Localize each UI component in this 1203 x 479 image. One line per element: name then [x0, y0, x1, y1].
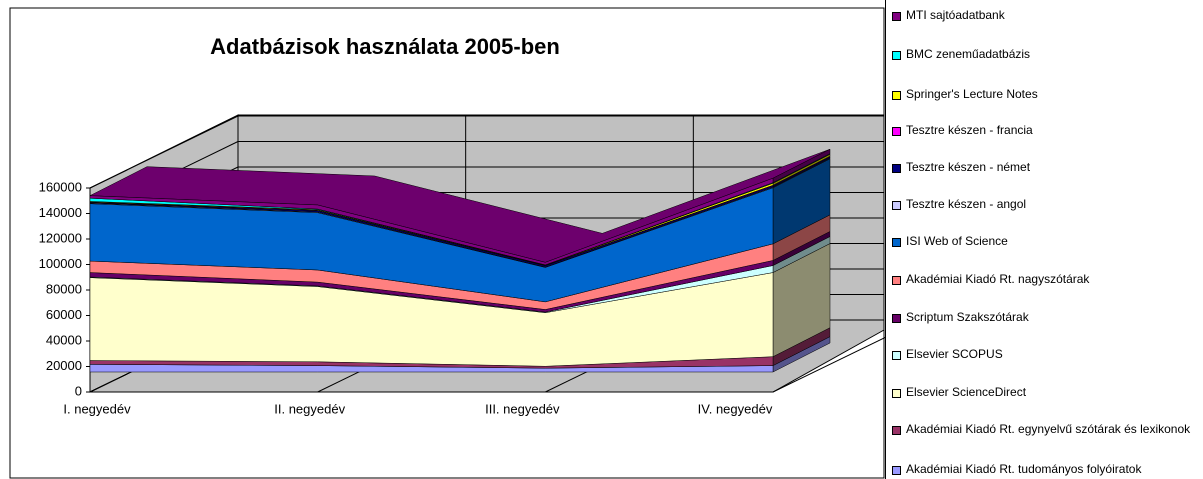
chart: Adatbázisok használata 2005-ben 0 20000 40… — [9, 7, 885, 479]
x-tick-label: III. negyedév — [485, 401, 560, 416]
y-tick-label: 160000 — [39, 179, 82, 194]
y-tick-label: 20000 — [46, 358, 82, 373]
y-tick-label: 60000 — [46, 307, 82, 322]
legend-label: Tesztre készen - német — [906, 160, 1031, 174]
legend-label: Scriptum Szakszótárak — [906, 310, 1029, 324]
x-tick-label: I. negyedév — [63, 401, 131, 416]
legend-label: MTI sajtóadatbank — [906, 8, 1005, 22]
legend-item: ISI Web of Science — [892, 234, 1202, 249]
legend-swatch — [892, 127, 901, 136]
legend: MTI sajtóadatbank BMC zeneműadatbázis Spri… — [885, 0, 1203, 479]
grid-line — [89, 115, 239, 189]
y-tick-label: 140000 — [39, 205, 82, 220]
legend-label: Akadémiai Kiadó Rt. egynyelvű szótárak é… — [906, 422, 1191, 436]
x-tick-label: II. negyedév — [274, 401, 345, 416]
legend-item: Tesztre készen - francia — [892, 123, 1202, 138]
legend-item: Akadémiai Kiadó Rt. nagyszótárak — [892, 272, 1202, 287]
legend-label: Akadémiai Kiadó Rt. tudományos folyóirat… — [906, 462, 1142, 476]
area — [89, 177, 774, 266]
legend-item: Akadémiai Kiadó Rt. egynyelvű szótárak é… — [892, 422, 1202, 437]
y-tick-label: 40000 — [46, 332, 82, 347]
legend-swatch — [892, 201, 901, 210]
legend-swatch — [892, 91, 901, 100]
legend-item: BMC zeneműadatbázis — [892, 47, 1202, 62]
legend-label: Elsevier SCOPUS — [906, 347, 1003, 361]
legend-swatch — [892, 426, 901, 435]
legend-item: MTI sajtóadatbank — [892, 8, 1202, 23]
y-tick-label: 80000 — [46, 281, 82, 296]
legend-item: Scriptum Szakszótárak — [892, 310, 1202, 325]
legend-swatch — [892, 12, 901, 21]
legend-item: Springer's Lecture Notes — [892, 87, 1202, 102]
legend-item: Elsevier SCOPUS — [892, 347, 1202, 362]
legend-label: Tesztre készen - angol — [906, 197, 1027, 211]
legend-swatch — [892, 314, 901, 323]
legend-item: Akadémiai Kiadó Rt. tudományos folyóirat… — [892, 462, 1202, 477]
legend-swatch — [892, 164, 901, 173]
legend-swatch — [892, 351, 901, 360]
chart-title: Adatbázisok használata 2005-ben — [210, 34, 560, 59]
legend-label: Springer's Lecture Notes — [906, 87, 1038, 101]
legend-swatch — [892, 238, 901, 247]
y-tick-label: 120000 — [39, 230, 82, 245]
legend-label: ISI Web of Science — [906, 234, 1008, 248]
legend-item: Tesztre készen - német — [892, 160, 1202, 175]
legend-swatch — [892, 51, 901, 60]
legend-label: Akadémiai Kiadó Rt. nagyszótárak — [906, 272, 1090, 286]
x-tick-label: IV. negyedév — [698, 401, 773, 416]
legend-item: Tesztre készen - angol — [892, 197, 1202, 212]
legend-item: Elsevier ScienceDirect — [892, 385, 1202, 400]
legend-swatch — [892, 389, 901, 398]
legend-label: Tesztre készen - francia — [906, 123, 1033, 137]
y-tick-label: 0 — [75, 383, 82, 398]
legend-swatch — [892, 466, 901, 475]
legend-swatch — [892, 276, 901, 285]
legend-label: Elsevier ScienceDirect — [906, 385, 1027, 399]
floor-line — [772, 336, 885, 393]
legend-label: BMC zeneműadatbázis — [906, 47, 1031, 61]
y-tick-label: 100000 — [39, 256, 82, 271]
